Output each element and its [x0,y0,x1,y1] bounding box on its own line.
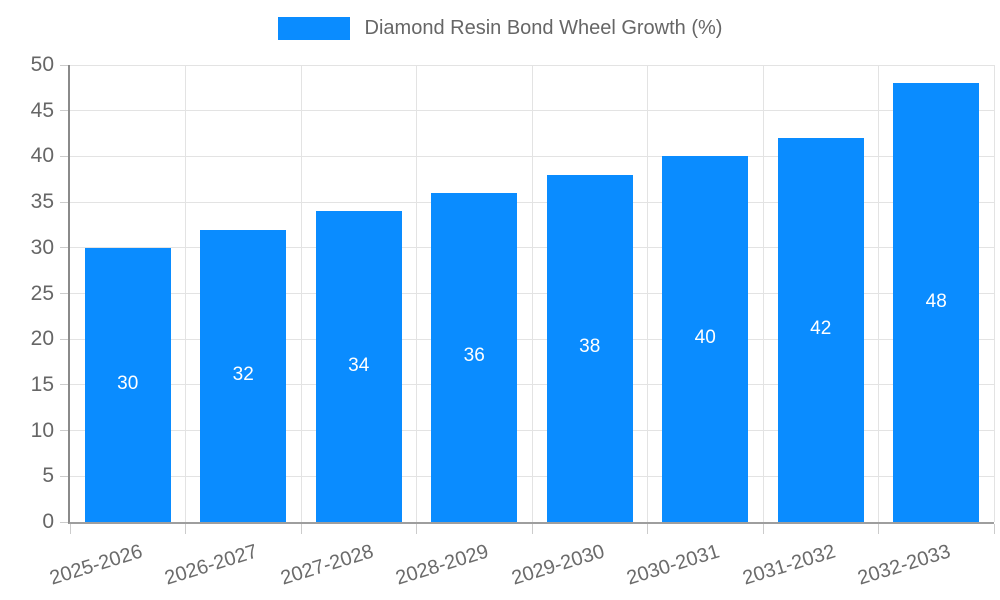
bar-value-label: 30 [117,372,139,394]
gridline-vertical [416,65,417,522]
x-axis-tick [300,524,302,534]
bar-value-label: 36 [463,345,485,367]
bar[interactable]: 42 [777,138,864,522]
bar-value-label: 48 [925,290,947,312]
bar[interactable]: 34 [315,211,402,522]
bar-value-label: 34 [348,354,370,376]
gridline-vertical [993,65,995,522]
y-axis-label: 10 [30,418,54,442]
x-axis-tick [531,524,533,534]
y-axis-label: 0 [42,510,54,533]
bar[interactable]: 36 [431,192,518,522]
y-axis-label: 50 [30,53,54,76]
legend-swatch-icon [277,17,350,40]
y-axis-tick [60,430,68,432]
y-axis-label: 35 [30,190,54,214]
y-axis-tick [60,521,68,523]
y-axis-tick [60,155,68,157]
gridline-vertical [762,65,764,522]
y-axis-label: 20 [30,327,54,351]
bar[interactable]: 40 [662,156,749,522]
x-axis-tick [185,524,186,534]
bar-value-label: 40 [694,327,716,349]
y-axis-label: 25 [30,281,54,305]
y-axis-label: 15 [30,372,54,396]
bar[interactable]: 30 [84,247,171,522]
bar-value-label: 42 [810,318,832,340]
y-axis-tick [60,110,68,112]
bar[interactable]: 48 [893,83,980,522]
y-axis-label: 45 [30,98,54,122]
x-axis-tick [993,524,995,534]
bar[interactable]: 32 [200,229,287,522]
x-axis-tick [878,524,879,534]
y-axis-tick [60,475,68,477]
chart-legend[interactable]: Diamond Resin Bond Wheel Growth (%) [0,17,1000,40]
y-axis-tick [60,384,68,386]
bar[interactable]: 38 [546,174,633,522]
plot-area: 0 5 10 15 20 25 30 35 40 45 50 30 2025-2026 32 2026-20… [31,54,995,590]
legend-label: Diamond Resin Bond Wheel Growth (%) [364,17,723,39]
y-axis-label: 30 [30,235,54,259]
y-axis-tick [60,293,68,294]
y-axis-label: 5 [42,464,54,488]
y-axis-tick [60,338,68,340]
x-axis-tick [647,524,648,534]
x-axis-tick [69,524,71,534]
gridline-vertical [878,65,879,522]
gridline-vertical [647,65,648,522]
x-axis-tick [416,524,417,534]
gridline-vertical [185,65,186,522]
gridline-vertical [531,65,533,522]
x-axis-tick [762,524,764,534]
y-axis-tick [60,201,68,203]
y-axis-label: 40 [30,144,54,168]
y-axis-tick [60,247,68,249]
y-axis-tick [60,64,68,66]
bar-value-label: 32 [232,363,254,385]
gridline-vertical [300,65,302,522]
bar-value-label: 38 [579,336,601,358]
